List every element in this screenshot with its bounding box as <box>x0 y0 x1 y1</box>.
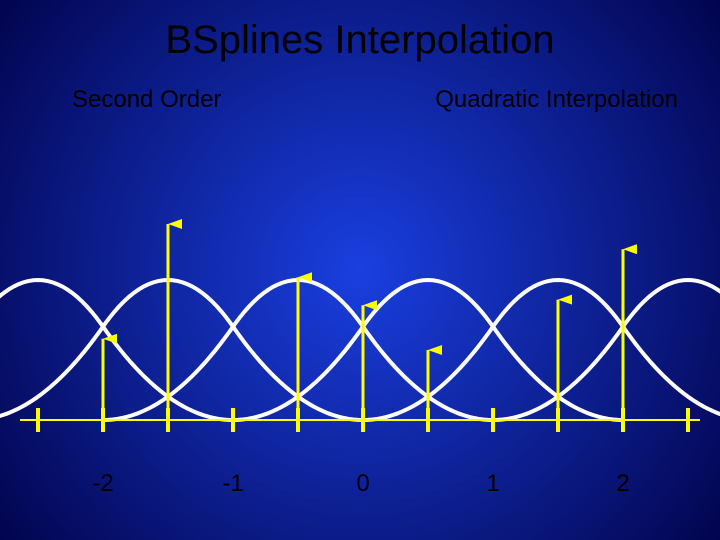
slide-title: BSplines Interpolation <box>0 18 720 63</box>
axis-label: -1 <box>222 470 243 498</box>
diagram-canvas <box>0 0 720 540</box>
axis-label: 1 <box>486 470 499 498</box>
subtitle-left: Second Order <box>72 86 221 114</box>
subtitle-right: Quadratic Interpolation <box>435 86 678 114</box>
slide: BSplines Interpolation Second Order Quad… <box>0 0 720 540</box>
axis-label: 2 <box>616 470 629 498</box>
axis-label: -2 <box>92 470 113 498</box>
axis-label: 0 <box>356 470 369 498</box>
